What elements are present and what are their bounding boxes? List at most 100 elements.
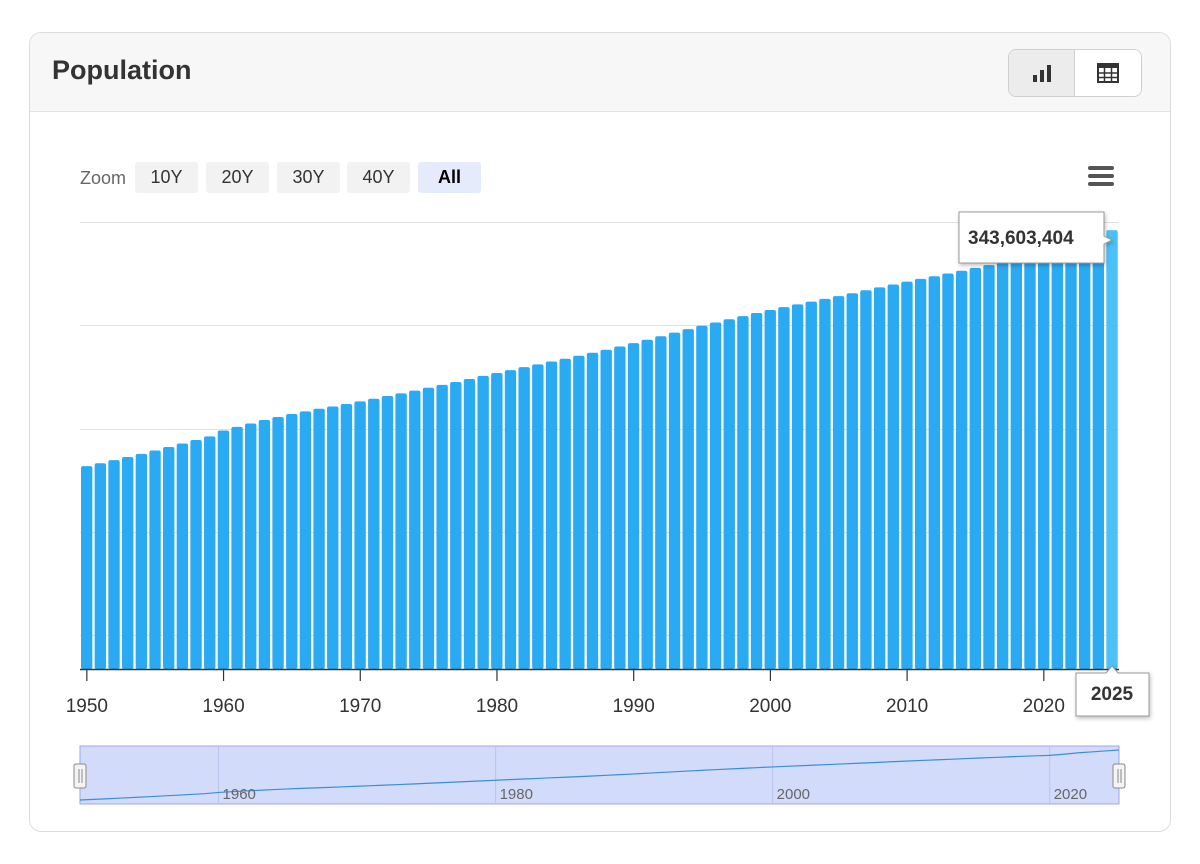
bar-1962[interactable] (245, 423, 257, 669)
navigator-right-handle[interactable] (1112, 763, 1126, 789)
zoom-10y-button[interactable]: 10Y (135, 162, 198, 193)
bar-2025[interactable] (1106, 230, 1118, 670)
tooltip-year: 2025 (1091, 684, 1134, 705)
bar-1990[interactable] (627, 343, 640, 669)
bar-1978[interactable] (463, 378, 476, 669)
bar-1991[interactable] (641, 339, 653, 669)
bar-2019[interactable] (1024, 257, 1036, 669)
bar-2016[interactable] (983, 265, 995, 669)
bar-2014[interactable] (955, 270, 968, 669)
bar-1976[interactable] (436, 384, 448, 669)
bar-2003[interactable] (805, 301, 817, 669)
bar-1951[interactable] (94, 463, 107, 669)
x-tick-label: 1980 (476, 696, 518, 717)
zoom-label: Zoom (80, 168, 127, 188)
chart-view-button[interactable] (1009, 50, 1075, 96)
bar-2018[interactable] (1010, 259, 1022, 669)
bar-1999[interactable] (750, 313, 763, 669)
bar-1955[interactable] (149, 450, 161, 669)
bar-1974[interactable] (409, 390, 421, 669)
bar-1986[interactable] (573, 355, 585, 669)
bar-2017[interactable] (996, 262, 1009, 669)
bar-2012[interactable] (928, 276, 940, 669)
x-axis-tooltip (1075, 665, 1150, 717)
navigator-selection[interactable] (79, 745, 1120, 805)
bar-1969[interactable] (340, 404, 353, 669)
bar-2022[interactable] (1065, 243, 1077, 669)
bar-1963[interactable] (258, 420, 271, 669)
bar-1988[interactable] (600, 349, 612, 669)
bar-2004[interactable] (819, 298, 831, 669)
navigator-left-handle[interactable] (73, 763, 87, 789)
bar-1968[interactable] (327, 406, 339, 669)
bar-2008[interactable] (873, 287, 886, 669)
zoom-40y-button[interactable]: 40Y (347, 162, 410, 193)
bar-1998[interactable] (737, 316, 749, 669)
bar-2023[interactable] (1078, 239, 1091, 670)
bar-1972[interactable] (381, 395, 394, 669)
bar-1960[interactable] (217, 430, 230, 669)
bar-1993[interactable] (668, 332, 681, 669)
bar-1973[interactable] (395, 393, 407, 669)
x-axis-ticks: 1950 1960 1970 1980 1990 2000 2010 2020 (66, 669, 1065, 717)
bar-1956[interactable] (163, 447, 175, 669)
bar-2002[interactable] (791, 304, 804, 669)
bar-1952[interactable] (108, 460, 120, 669)
x-tick-label: 2020 (1023, 696, 1065, 717)
bar-1961[interactable] (231, 426, 243, 669)
bar-1994[interactable] (682, 329, 694, 669)
bar-1964[interactable] (272, 416, 284, 669)
zoom-all-button[interactable]: All (418, 162, 481, 193)
bar-1950[interactable] (81, 466, 93, 669)
bar-2020[interactable] (1037, 255, 1050, 669)
bar-2007[interactable] (860, 290, 872, 669)
bar-1954[interactable] (135, 453, 148, 669)
bar-2005[interactable] (832, 296, 845, 669)
bar-1987[interactable] (586, 352, 599, 669)
bar-1971[interactable] (368, 398, 380, 669)
navigator[interactable]: 1960 1980 2000 2020 (73, 745, 1126, 805)
navigator-tick-label: 1980 (500, 786, 533, 803)
bar-2010[interactable] (901, 281, 913, 669)
bar-1985[interactable] (559, 358, 571, 669)
bar-2015[interactable] (969, 267, 981, 669)
view-toggle (1008, 49, 1142, 97)
bar-2024[interactable] (1092, 234, 1105, 669)
bar-chart-icon (1032, 65, 1051, 82)
bar-1997[interactable] (723, 319, 735, 669)
page-title: Population (52, 55, 192, 85)
bar-1980[interactable] (491, 372, 503, 669)
bar-2006[interactable] (846, 293, 858, 669)
bar-2001[interactable] (778, 307, 790, 669)
bar-1977[interactable] (450, 381, 462, 669)
bar-1957[interactable] (176, 443, 189, 669)
bar-1966[interactable] (299, 411, 312, 669)
hamburger-menu-icon[interactable] (1086, 164, 1116, 188)
bar-1989[interactable] (614, 346, 626, 669)
bar-2000[interactable] (764, 310, 776, 669)
zoom-30y-button[interactable]: 30Y (277, 162, 340, 193)
bar-1953[interactable] (122, 457, 134, 669)
bar-1982[interactable] (518, 367, 530, 669)
bar-1983[interactable] (532, 364, 544, 669)
bar-1996[interactable] (709, 322, 722, 670)
bar-1970[interactable] (354, 401, 366, 669)
bar-1959[interactable] (204, 436, 216, 669)
table-view-button[interactable] (1075, 50, 1141, 96)
bar-1967[interactable] (313, 408, 325, 669)
bar-2021[interactable] (1051, 250, 1064, 669)
bar-2013[interactable] (942, 273, 954, 669)
bar-1958[interactable] (190, 439, 202, 669)
bar-1975[interactable] (422, 387, 435, 669)
bar-1992[interactable] (655, 336, 667, 669)
bar-2011[interactable] (914, 278, 927, 669)
bar-1979[interactable] (477, 375, 489, 669)
bar-1984[interactable] (545, 361, 558, 669)
table-icon (1097, 63, 1119, 83)
bar-1981[interactable] (504, 370, 517, 669)
bar-2009[interactable] (887, 284, 899, 669)
bar-1965[interactable] (286, 414, 298, 669)
bar-1995[interactable] (696, 325, 708, 669)
zoom-20y-button[interactable]: 20Y (206, 162, 269, 193)
